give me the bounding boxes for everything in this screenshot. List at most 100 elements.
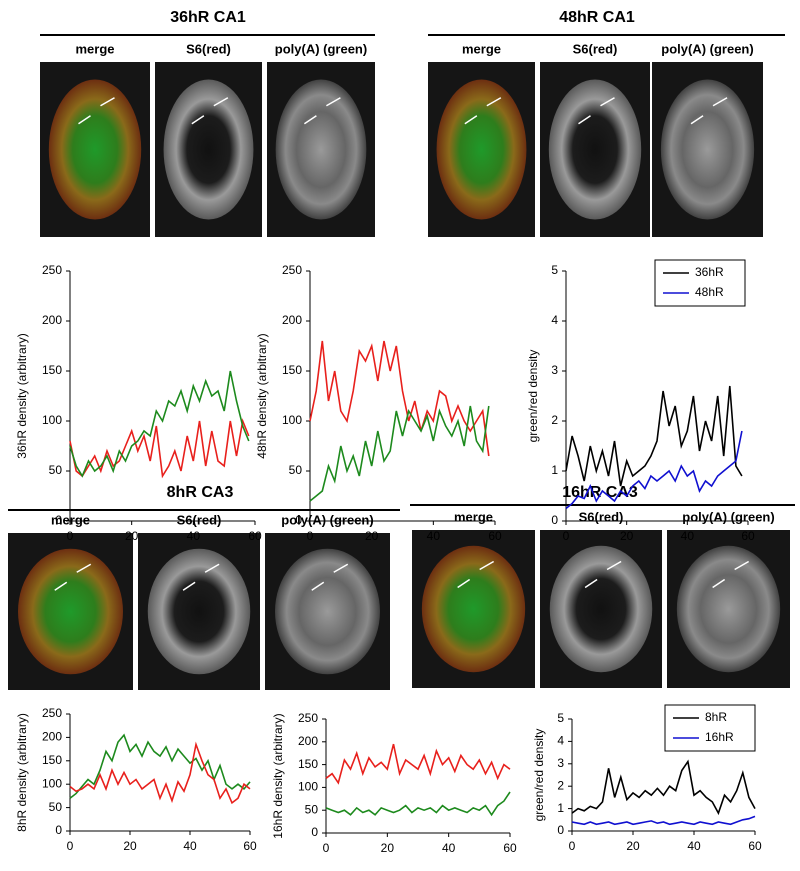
y-tick-label: 0 xyxy=(311,825,318,839)
cell xyxy=(163,79,254,220)
y-tick-label: 4 xyxy=(551,313,558,327)
y-tick-label: 150 xyxy=(42,363,62,377)
cell xyxy=(421,545,526,673)
cell xyxy=(660,79,755,220)
arrow xyxy=(712,97,728,107)
legend-box xyxy=(654,259,746,307)
panel-title: 36hR CA1 xyxy=(170,9,246,26)
image-label: S6(red) xyxy=(573,41,618,56)
legend-box xyxy=(664,704,756,752)
panel-title: 8hR CA3 xyxy=(167,484,234,501)
arrow xyxy=(213,97,229,107)
y-tick-label: 0 xyxy=(55,823,62,837)
x-tick-label: 60 xyxy=(741,529,755,543)
cell xyxy=(18,548,123,675)
y-tick-label: 100 xyxy=(282,413,302,427)
y-tick-label: 100 xyxy=(42,776,62,790)
image-label: merge xyxy=(75,41,114,56)
arrow xyxy=(464,115,478,125)
series-line xyxy=(565,430,743,510)
arrow xyxy=(303,115,317,125)
y-tick-label: 250 xyxy=(42,706,62,720)
cell xyxy=(147,548,251,675)
y-tick-label: 1 xyxy=(551,463,558,477)
y-axis-label: green/red density xyxy=(532,729,546,822)
arrow xyxy=(457,578,471,589)
x-tick-label: 40 xyxy=(187,529,201,543)
arrow xyxy=(204,563,220,573)
y-tick-label: 50 xyxy=(49,463,63,477)
y-tick-label: 100 xyxy=(298,780,318,794)
arrow xyxy=(479,560,495,571)
x-tick-label: 60 xyxy=(488,529,502,543)
y-tick-label: 250 xyxy=(282,263,302,277)
y-tick-label: 150 xyxy=(298,757,318,771)
image-label: S6(red) xyxy=(177,512,222,527)
y-axis-label: 36hR density (arbitrary) xyxy=(15,333,29,458)
y-tick-label: 2 xyxy=(557,778,564,792)
y-axis-label: 8hR density (arbitrary) xyxy=(15,713,29,832)
x-tick-label: 0 xyxy=(67,529,74,543)
y-axis-label: green/red density xyxy=(526,350,540,443)
legend-label: 8hR xyxy=(705,710,727,724)
image-label: poly(A) (green) xyxy=(661,41,753,56)
cell xyxy=(436,79,527,220)
x-tick-label: 0 xyxy=(569,839,576,853)
y-tick-label: 200 xyxy=(298,734,318,748)
x-tick-label: 60 xyxy=(243,839,257,853)
arrow xyxy=(191,115,205,125)
y-axis-label: 16hR density (arbitrary) xyxy=(271,713,285,838)
x-tick-label: 40 xyxy=(681,529,695,543)
panel-title: 16hR CA3 xyxy=(562,484,638,501)
y-tick-label: 200 xyxy=(42,313,62,327)
y-tick-label: 50 xyxy=(289,463,303,477)
y-tick-label: 50 xyxy=(49,800,63,814)
cell xyxy=(275,79,367,220)
x-tick-label: 20 xyxy=(365,529,379,543)
y-tick-label: 150 xyxy=(282,363,302,377)
arrow xyxy=(326,97,341,107)
arrow xyxy=(578,115,591,125)
arrow xyxy=(486,97,502,107)
arrow xyxy=(712,578,726,589)
series-line xyxy=(69,418,250,479)
legend-label: 48hR xyxy=(695,285,724,299)
y-tick-label: 3 xyxy=(551,363,558,377)
x-tick-label: 20 xyxy=(125,529,139,543)
image-label: S6(red) xyxy=(186,41,231,56)
y-tick-label: 5 xyxy=(551,263,558,277)
arrow xyxy=(78,115,91,125)
x-tick-label: 20 xyxy=(381,841,395,855)
series-line xyxy=(69,741,251,805)
y-tick-label: 5 xyxy=(557,711,564,725)
image-label: S6(red) xyxy=(579,509,624,524)
y-tick-label: 100 xyxy=(42,413,62,427)
arrow xyxy=(600,97,615,107)
y-tick-label: 0 xyxy=(55,513,62,527)
series-line xyxy=(571,759,756,816)
arrow xyxy=(606,560,622,571)
y-tick-label: 2 xyxy=(551,413,558,427)
cell xyxy=(48,79,142,220)
image-label: merge xyxy=(454,509,493,524)
y-tick-label: 1 xyxy=(557,801,564,815)
arrow xyxy=(54,581,68,591)
x-tick-label: 0 xyxy=(323,841,330,855)
y-tick-label: 3 xyxy=(557,756,564,770)
series-line xyxy=(325,791,511,817)
series-line xyxy=(309,405,490,502)
legend-label: 16hR xyxy=(705,730,734,744)
x-tick-label: 0 xyxy=(67,839,74,853)
image-label: poly(A) (green) xyxy=(682,509,774,524)
x-tick-label: 40 xyxy=(442,841,456,855)
x-tick-label: 0 xyxy=(563,529,570,543)
image-label: poly(A) (green) xyxy=(275,41,367,56)
series-line xyxy=(69,733,251,799)
series-line xyxy=(309,340,490,457)
x-tick-label: 40 xyxy=(183,839,197,853)
x-tick-label: 0 xyxy=(307,529,314,543)
x-tick-label: 60 xyxy=(503,841,517,855)
series-line xyxy=(565,385,743,487)
x-tick-label: 40 xyxy=(687,839,701,853)
